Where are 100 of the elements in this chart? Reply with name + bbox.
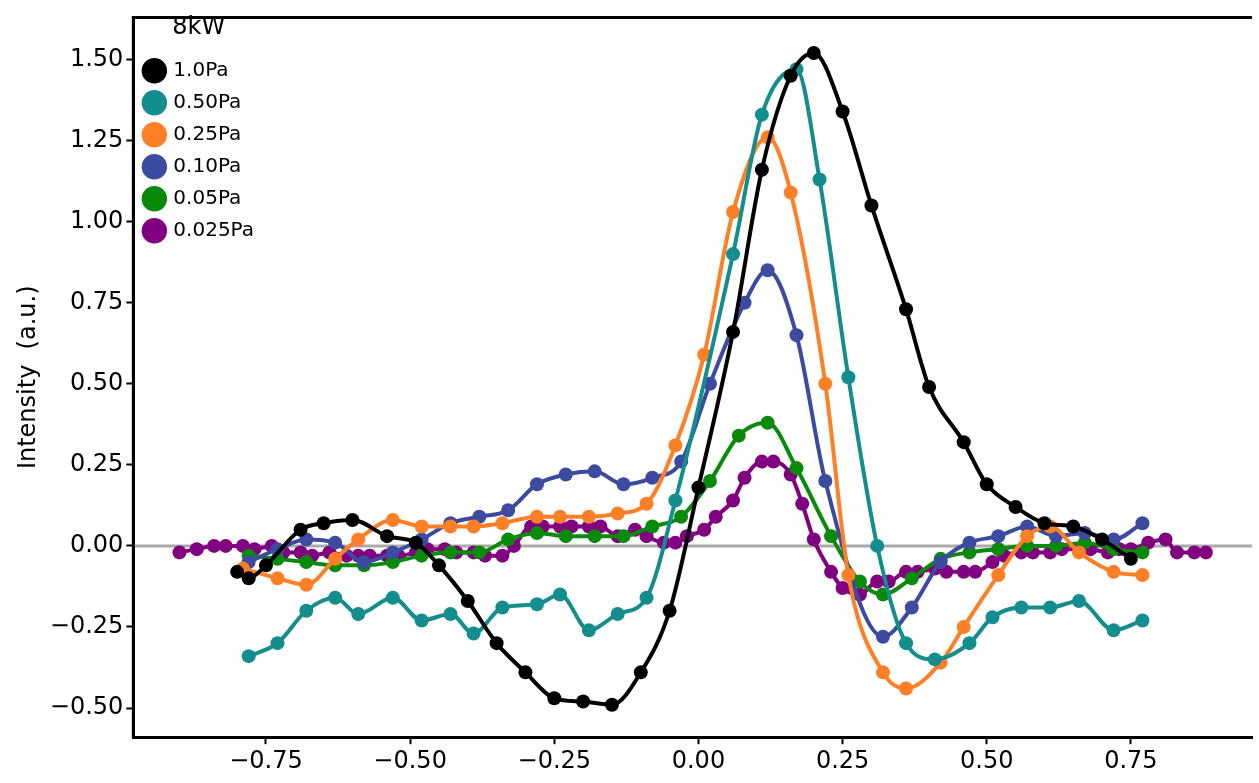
point: [875, 665, 890, 680]
y-tick-label: 1.00: [69, 205, 124, 234]
point: [1106, 564, 1121, 579]
point: [230, 564, 245, 579]
point: [806, 46, 821, 61]
point: [956, 435, 971, 450]
point: [933, 555, 948, 570]
x-tick-label: −0.25: [517, 745, 592, 774]
point: [328, 590, 343, 605]
point: [547, 691, 562, 706]
point: [668, 438, 683, 453]
point: [841, 568, 856, 583]
point: [299, 603, 314, 618]
point: [258, 558, 273, 573]
point: [587, 529, 602, 544]
point: [818, 474, 833, 489]
point: [385, 545, 400, 560]
point: [991, 568, 1006, 583]
point: [380, 529, 395, 544]
point: [351, 532, 366, 547]
point: [553, 509, 568, 524]
point: [633, 665, 648, 680]
x-tick-label: 0.50: [960, 745, 1014, 774]
point: [604, 697, 619, 712]
point: [726, 247, 741, 262]
x-tick-label: 0.25: [815, 745, 870, 774]
point: [1123, 551, 1138, 566]
point: [385, 590, 400, 605]
point: [991, 529, 1006, 544]
point: [241, 571, 256, 586]
point: [1014, 600, 1029, 615]
point: [899, 302, 914, 317]
point: [645, 470, 660, 485]
point: [864, 198, 879, 213]
point: [1066, 519, 1081, 534]
point: [616, 529, 631, 544]
y-tick-label: 1.50: [69, 43, 124, 72]
point: [460, 594, 475, 609]
point: [408, 535, 423, 550]
point: [443, 545, 458, 560]
point: [662, 603, 677, 618]
point: [587, 464, 602, 479]
y-tick-label: −0.25: [49, 611, 124, 640]
x-tick-label: −0.50: [373, 745, 447, 774]
point: [835, 104, 850, 119]
point: [985, 610, 1000, 625]
point: [241, 649, 256, 664]
point: [518, 665, 533, 680]
point: [962, 636, 977, 651]
point: [841, 370, 856, 385]
point: [789, 328, 804, 343]
x-tick-label: −0.75: [229, 745, 303, 774]
y-tick-label: 0.25: [69, 449, 124, 478]
point: [726, 204, 741, 219]
y-tick-label: −0.50: [49, 692, 124, 721]
point: [293, 522, 308, 537]
point: [754, 162, 769, 177]
point: [328, 535, 343, 550]
point: [472, 545, 487, 560]
point: [270, 636, 285, 651]
point: [991, 542, 1006, 557]
legend-label: 0.25Pa: [173, 121, 242, 145]
point: [904, 571, 919, 586]
point: [495, 516, 510, 531]
point: [1135, 568, 1150, 583]
point: [789, 461, 804, 476]
point: [760, 263, 775, 278]
point: [616, 477, 631, 492]
point: [610, 606, 625, 621]
point: [639, 496, 654, 511]
legend-label: 1.0Pa: [173, 57, 229, 81]
point: [529, 597, 544, 612]
point: [558, 467, 573, 482]
point: [345, 512, 360, 527]
point: [760, 415, 775, 430]
point: [529, 509, 544, 524]
point: [385, 512, 400, 527]
y-tick-label: 0.00: [69, 530, 124, 559]
point: [1106, 623, 1121, 638]
point: [783, 68, 798, 83]
point: [927, 652, 942, 667]
legend-label: 0.10Pa: [173, 153, 242, 177]
point: [581, 623, 596, 638]
point: [351, 606, 366, 621]
point: [576, 694, 591, 709]
point: [754, 107, 769, 122]
point: [783, 185, 798, 200]
point: [899, 681, 914, 696]
point: [553, 587, 568, 602]
point: [466, 626, 481, 641]
point: [581, 509, 596, 524]
point: [824, 529, 839, 544]
point: [812, 172, 827, 187]
point: [979, 477, 994, 492]
legend-label: 0.05Pa: [173, 185, 242, 209]
point: [645, 519, 660, 534]
point: [1043, 600, 1058, 615]
point: [443, 606, 458, 621]
point: [870, 538, 885, 553]
point: [558, 529, 573, 544]
